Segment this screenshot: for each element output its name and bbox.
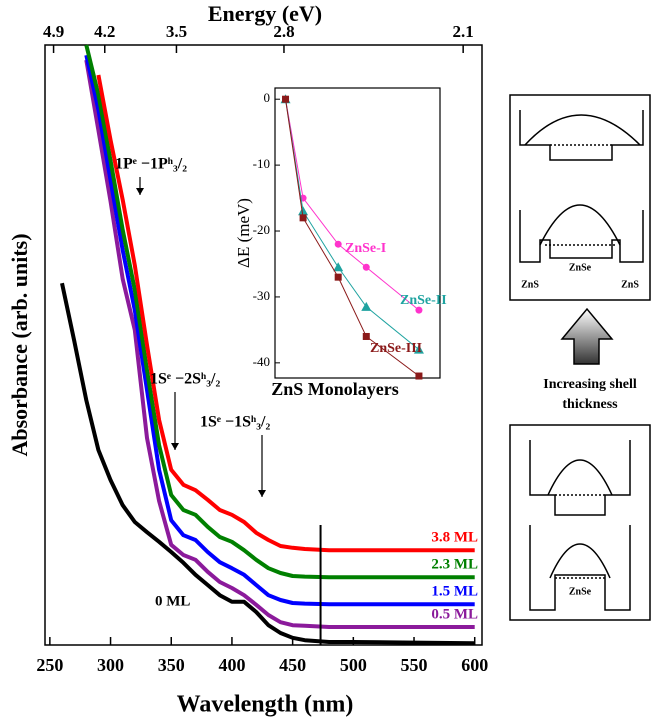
inset-point (334, 240, 342, 248)
inset-point (413, 344, 424, 354)
absorbance-curve (84, 59, 475, 629)
inset-series-label: ZnSe-III (370, 341, 422, 356)
well (529, 440, 631, 516)
schematic-label: ZnSe (569, 586, 592, 597)
inset-point (333, 262, 344, 272)
absorbance-curve (96, 74, 475, 553)
arrow (560, 307, 614, 365)
inset-point (299, 214, 307, 222)
inset-point (362, 332, 370, 340)
inset-y-tick-label: -20 (253, 222, 270, 237)
series-label: 0.5 ML (431, 606, 478, 622)
schematic-text: thickness (562, 397, 618, 412)
x-tick-label: 500 (340, 655, 367, 675)
wavefunction (539, 204, 621, 246)
x2-tick-label: 2.1 (453, 22, 474, 41)
inset-point (298, 206, 309, 216)
series-label: 0 ML (155, 593, 190, 609)
annotation-arrowhead (136, 188, 144, 195)
x2-tick-label: 3.5 (166, 22, 187, 41)
annotation-arrowhead (171, 443, 179, 450)
inset-point (362, 263, 370, 271)
inset-y-tick-label: -40 (253, 354, 270, 369)
x-tick-label: 450 (279, 655, 306, 675)
schematic-label: ZnSe (569, 262, 592, 273)
inset-x-title: ZnS Monolayers (271, 379, 399, 399)
x-tick-label: 550 (401, 655, 428, 675)
x-tick-label: 300 (97, 655, 124, 675)
schematic (509, 94, 651, 621)
schematic-label: ZnS (521, 279, 539, 290)
inset-series-label: ZnSe-I (345, 241, 386, 256)
inset-y-title: ΔE (meV) (234, 198, 253, 268)
x-tick-label: 350 (158, 655, 185, 675)
wavefunction (547, 459, 613, 496)
inset-axes (274, 87, 441, 379)
well (529, 525, 631, 611)
annotation: 1Pᵉ −1Pʰ₃/₂ (115, 156, 187, 173)
absorbance-curve (84, 54, 475, 607)
inset-point (415, 372, 423, 380)
inset-y-tick-label: -30 (253, 288, 270, 303)
inset-point (334, 273, 342, 281)
inset-series-label: ZnSe-II (400, 293, 447, 308)
y-axis-title: Absorbance (arb. units) (7, 233, 32, 456)
schematic-text: Increasing shell (543, 377, 637, 392)
wavefunction (549, 543, 611, 579)
inset-y-tick-label: -10 (253, 156, 270, 171)
inset-point (282, 95, 290, 103)
series-label: 1.5 ML (431, 584, 478, 600)
annotation-arrowhead (258, 490, 266, 497)
schematic-label: ZnS (621, 279, 639, 290)
absorbance-curve (60, 282, 475, 646)
absorbance-curve (84, 44, 475, 580)
inset-point (415, 306, 423, 314)
annotation: 1Sᵉ −1Sʰ₃/₂ (200, 414, 271, 431)
x-tick-label: 250 (36, 655, 63, 675)
plot-frame (44, 44, 483, 646)
series-label: 2.3 ML (431, 557, 478, 573)
x2-tick-label: 4.9 (43, 22, 64, 41)
x2-tick-label: 2.8 (273, 22, 294, 41)
x-axis-title: Wavelength (nm) (177, 692, 354, 718)
annotation: 1Sᵉ −2Sʰ₃/₂ (150, 371, 221, 388)
schematic-box (509, 94, 651, 301)
x-tick-label: 400 (218, 655, 245, 675)
inset-frame (228, 88, 443, 378)
inset-y-tick-label: 0 (264, 90, 271, 105)
x2-axis-title: Energy (eV) (208, 1, 322, 26)
well (519, 110, 644, 161)
series-label: 3.8 ML (431, 530, 478, 546)
wavefunction (524, 114, 641, 146)
schematic-box (509, 424, 651, 621)
inset-point (361, 301, 372, 311)
x2-tick-label: 4.2 (94, 22, 115, 41)
well (519, 210, 644, 263)
x-tick-label: 600 (461, 655, 488, 675)
